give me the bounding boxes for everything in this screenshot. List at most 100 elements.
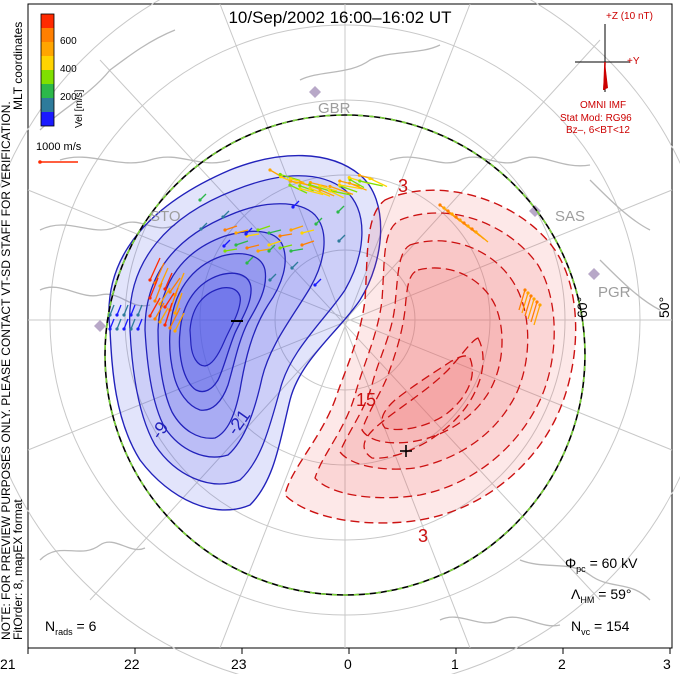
velocity-vector: [154, 262, 165, 284]
velocity-vector: [224, 248, 238, 252]
velocity-vector: [123, 318, 129, 330]
velocity-vector-origin: [470, 227, 474, 231]
velocity-vector-origin: [336, 210, 340, 214]
velocity-vector: [164, 272, 173, 290]
stat-model-line2: Bz–, 6<BT<12: [566, 125, 630, 136]
velocity-vector-origin: [278, 246, 282, 250]
velocity-vector-origin: [244, 232, 248, 236]
velocity-vector-origin: [328, 184, 332, 189]
velocity-vector: [339, 184, 363, 190]
mlt-tick-0: 0: [344, 656, 352, 672]
velocity-vector-origin: [454, 215, 458, 219]
mlt-tick-2: 2: [558, 656, 566, 672]
velocity-vector: [310, 181, 328, 188]
velocity-vector: [268, 229, 282, 234]
imf-source: OMNI IMF: [580, 100, 627, 111]
velocity-vector-origin: [136, 313, 140, 317]
velocity-vector: [279, 233, 293, 237]
velocity-vector-origin: [158, 320, 162, 324]
mlt-tick-3: 3: [663, 656, 671, 672]
velocity-vectors: [108, 168, 542, 333]
velocity-vector-origin: [256, 249, 260, 253]
velocity-vector: [527, 298, 535, 320]
velocity-vector-origin: [129, 313, 133, 317]
velocity-vector-origin: [173, 329, 177, 333]
velocity-colorbar: [40, 13, 55, 127]
velocity-vector-origin: [532, 297, 536, 301]
velocity-vector-origin: [108, 327, 112, 331]
velocity-vector-origin: [538, 303, 542, 307]
contour-label-pos-3-top: 3: [398, 176, 409, 196]
velocity-vector: [319, 189, 335, 197]
station-sto: STO: [150, 208, 181, 225]
colorbar-tick-600: 600: [60, 36, 77, 47]
velocity-vector-origin: [442, 206, 446, 210]
velocity-vector: [349, 179, 365, 189]
velocity-vector: [149, 257, 161, 281]
velocity-vector-origin: [308, 186, 312, 190]
velocity-vector-origin: [526, 291, 530, 295]
velocity-vector: [268, 240, 282, 246]
velocity-vector-origin: [289, 249, 293, 253]
velocity-vector-origin: [313, 283, 317, 287]
coordinate-system-label: MLT coordinates: [11, 21, 25, 110]
lat-label-60: 60°: [574, 296, 590, 318]
velocity-vector-origin: [223, 228, 227, 232]
velocity-vector-origin: [299, 180, 303, 185]
lat-label-50: 50°: [656, 296, 672, 318]
velocity-vector-origin: [268, 168, 272, 172]
potential-max-marker: [400, 445, 412, 457]
map-title: 10/Sep/2002 16:00–16:02 UT: [228, 8, 452, 27]
velocity-vector-origin: [298, 184, 302, 188]
velocity-vector-origin: [148, 314, 152, 318]
velocity-vector-origin: [223, 249, 227, 253]
velocity-vector-origin: [462, 221, 466, 225]
vector-count: Nvc = 154: [571, 618, 630, 637]
velocity-vector-origin: [158, 302, 162, 306]
velocity-vector: [123, 304, 129, 316]
velocity-vector: [224, 225, 238, 231]
scale-vector-label: 1000 m/s: [36, 141, 82, 153]
velocity-vector-origin: [300, 243, 304, 247]
velocity-vector-origin: [278, 234, 282, 238]
velocity-vector-origin: [466, 224, 470, 228]
scale-vector: [38, 160, 78, 164]
velocity-vector-origin: [288, 183, 292, 187]
velocity-vector: [159, 287, 171, 305]
velocity-vector: [169, 277, 181, 293]
velocity-vector: [300, 181, 321, 191]
velocity-vector: [533, 304, 541, 326]
velocity-vector-origin: [122, 327, 126, 331]
velocity-vector-origin: [163, 305, 167, 309]
velocity-vector: [329, 185, 354, 196]
velocity-vector: [349, 182, 367, 191]
velocity-vector-origin: [122, 313, 126, 317]
station-markers: [94, 86, 600, 332]
velocity-vector-origin: [358, 179, 362, 183]
velocity-vector: [299, 185, 315, 192]
velocity-vector-origin: [535, 300, 539, 304]
velocity-vector: [290, 248, 304, 252]
positive-cell: [284, 189, 577, 524]
hmb-latitude: ΛHM = 59°: [571, 586, 632, 605]
velocity-vector-origin: [168, 326, 172, 330]
velocity-vector-origin: [267, 249, 271, 253]
velocity-vector-origin: [153, 317, 157, 321]
velocity-vector: [475, 231, 489, 243]
velocity-vector: [130, 304, 136, 316]
velocity-vector: [174, 292, 183, 314]
velocity-vector-origin: [347, 176, 351, 180]
colorbar-tick-400: 400: [60, 64, 77, 75]
velocity-vector-origin: [288, 177, 292, 181]
stat-model-line1: Stat Mod: RG96: [560, 113, 632, 124]
velocity-vector: [369, 177, 388, 188]
velocity-vector-origin: [163, 323, 167, 327]
velocity-vector-origin: [337, 239, 341, 243]
velocity-vector: [279, 244, 293, 249]
velocity-vector: [116, 304, 122, 316]
radar-count: Nrads = 6: [45, 618, 97, 637]
velocity-vector-origin: [268, 278, 272, 282]
velocity-vector-origin: [199, 227, 203, 231]
velocity-vector-origin: [173, 311, 177, 315]
